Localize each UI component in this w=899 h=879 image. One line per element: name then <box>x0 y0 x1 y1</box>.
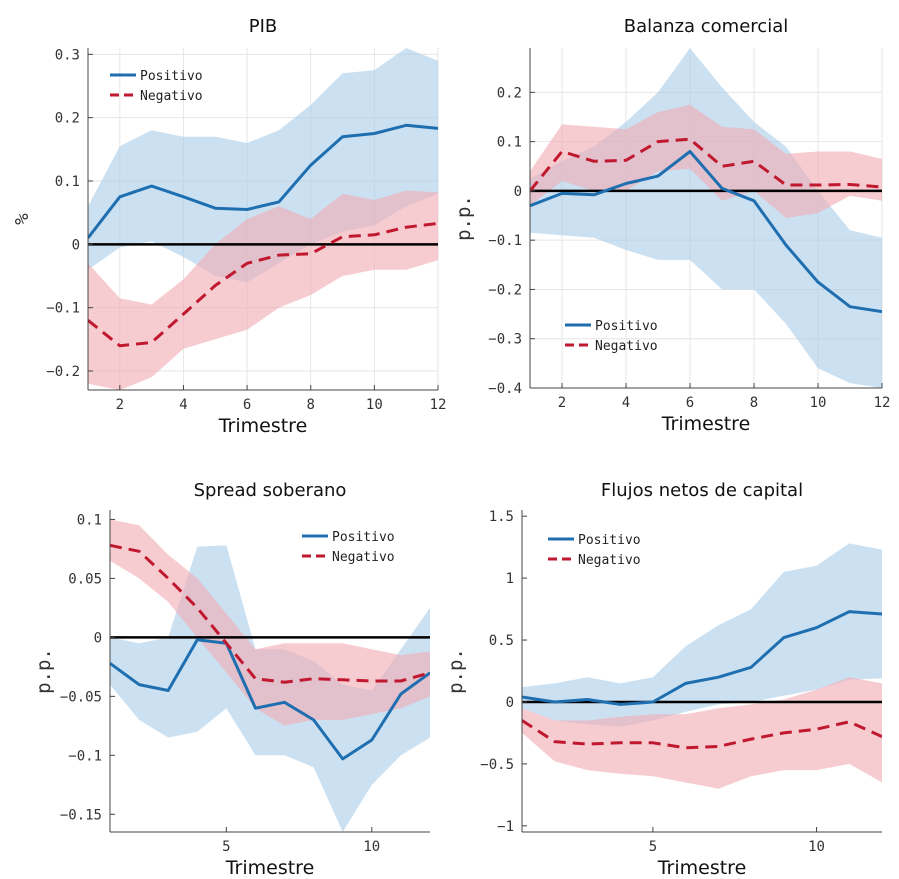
chart-title: Spread soberano <box>194 480 347 501</box>
x-axis-label: Trimestre <box>225 857 315 879</box>
x-tick-label-5: 12 <box>430 397 447 413</box>
series-line-negativo <box>522 719 882 750</box>
y-tick-label-6: 0.2 <box>497 85 522 101</box>
chart-panel-1: 2 4 6 8 10 12 −0.2 −0.1 0 0.1 0.2 0.3 PIB Trimestre% P… <box>11 16 446 437</box>
y-tick-label-2: −0.2 <box>488 282 522 298</box>
y-tick-label-5: 0.3 <box>55 47 80 63</box>
band-positivo <box>530 48 882 388</box>
legend: Positivo Negativo <box>565 319 658 354</box>
x-tick-label-1: 4 <box>622 395 630 411</box>
x-tick-label-0: 5 <box>222 839 230 855</box>
x-tick-label-0: 2 <box>116 397 124 413</box>
legend-label-negativo: Negativo <box>332 550 395 565</box>
x-axis-label: Trimestre <box>218 415 308 437</box>
legend-label-negativo: Negativo <box>140 89 203 104</box>
series-line-positivo <box>88 123 438 239</box>
y-tick-label-3: −0.1 <box>488 233 522 249</box>
y-tick-label-0: −0.4 <box>488 381 522 397</box>
series-line-positivo <box>530 150 882 314</box>
legend: Positivo Negativo <box>110 69 203 104</box>
legend: Positivo Negativo <box>548 533 641 568</box>
plot-area <box>88 48 438 390</box>
chart-title: Balanza comercial <box>624 16 788 37</box>
y-tick-label-2: 0 <box>72 237 80 253</box>
y-tick-label-4: 0.05 <box>68 571 102 587</box>
y-tick-label-0: −0.15 <box>60 807 102 823</box>
legend: Positivo Negativo <box>302 530 395 565</box>
x-tick-label-4: 10 <box>810 395 827 411</box>
x-axis-label: Trimestre <box>657 857 747 879</box>
legend-label-positivo: Positivo <box>578 533 641 548</box>
chart-panel-2: 2 4 6 8 10 12 −0.4 −0.3 −0.2 −0.1 0 0.1 0.2 Balanza c… <box>453 16 890 435</box>
legend-label-positivo: Positivo <box>595 319 658 334</box>
series-line-positivo <box>522 610 882 706</box>
series-line-negativo <box>88 221 438 348</box>
y-tick-label-1: −0.5 <box>480 757 514 773</box>
plot-area <box>522 543 882 789</box>
y-tick-label-3: 0 <box>94 630 102 646</box>
x-tick-label-4: 10 <box>366 397 383 413</box>
x-tick-label-1: 10 <box>363 839 380 855</box>
plot-area <box>110 519 430 832</box>
chart-panel-4: 5 10 −1 −0.5 0 0.5 1 1.5 Flujos netos de capital… <box>445 480 882 879</box>
chart-title: Flujos netos de capital <box>601 480 803 501</box>
x-axis-label: Trimestre <box>661 413 751 435</box>
x-tick-label-2: 6 <box>243 397 251 413</box>
band-negativo <box>110 519 430 726</box>
y-tick-label-5: 0.1 <box>497 135 522 151</box>
y-tick-label-0: −1 <box>497 819 514 835</box>
y-tick-label-1: −0.1 <box>68 748 102 764</box>
x-tick-label-3: 8 <box>750 395 758 411</box>
series-line-negativo <box>530 137 882 192</box>
x-tick-label-0: 5 <box>649 839 657 855</box>
y-tick-label-5: 1.5 <box>489 509 514 525</box>
plot-area <box>530 48 882 388</box>
y-tick-label-5: 0.1 <box>77 512 102 528</box>
legend-label-negativo: Negativo <box>595 339 658 354</box>
chart-panel-3: 5 10 −0.15 −0.1 −0.05 0 0.05 0.1 Spread soberano… <box>33 480 430 879</box>
band-negativo <box>88 190 438 390</box>
chart-title: PIB <box>249 16 278 37</box>
y-tick-label-2: 0 <box>506 695 514 711</box>
band-negativo <box>522 677 882 789</box>
y-axis-label: p.p. <box>445 648 467 694</box>
y-tick-label-1: −0.3 <box>488 332 522 348</box>
legend-label-positivo: Positivo <box>140 69 203 84</box>
x-tick-label-0: 2 <box>558 395 566 411</box>
y-axis-label: % <box>11 213 33 225</box>
y-tick-label-2: −0.05 <box>60 689 102 705</box>
x-tick-label-2: 6 <box>686 395 694 411</box>
band-positivo <box>522 543 882 727</box>
y-tick-label-0: −0.2 <box>46 364 80 380</box>
y-tick-label-3: 0.5 <box>489 633 514 649</box>
y-axis-label: p.p. <box>453 195 475 241</box>
y-tick-label-4: 1 <box>506 571 514 587</box>
legend-label-negativo: Negativo <box>578 553 641 568</box>
x-tick-label-1: 10 <box>808 839 825 855</box>
series-line-positivo <box>110 638 430 761</box>
y-axis-label: p.p. <box>33 648 55 694</box>
legend-label-positivo: Positivo <box>332 530 395 545</box>
y-tick-label-4: 0 <box>514 184 522 200</box>
y-tick-label-3: 0.1 <box>55 174 80 190</box>
x-tick-label-1: 4 <box>179 397 187 413</box>
series-line-negativo <box>110 543 430 684</box>
y-tick-label-4: 0.2 <box>55 111 80 127</box>
x-tick-label-5: 12 <box>874 395 891 411</box>
y-tick-label-1: −0.1 <box>46 301 80 317</box>
x-tick-label-3: 8 <box>307 397 315 413</box>
